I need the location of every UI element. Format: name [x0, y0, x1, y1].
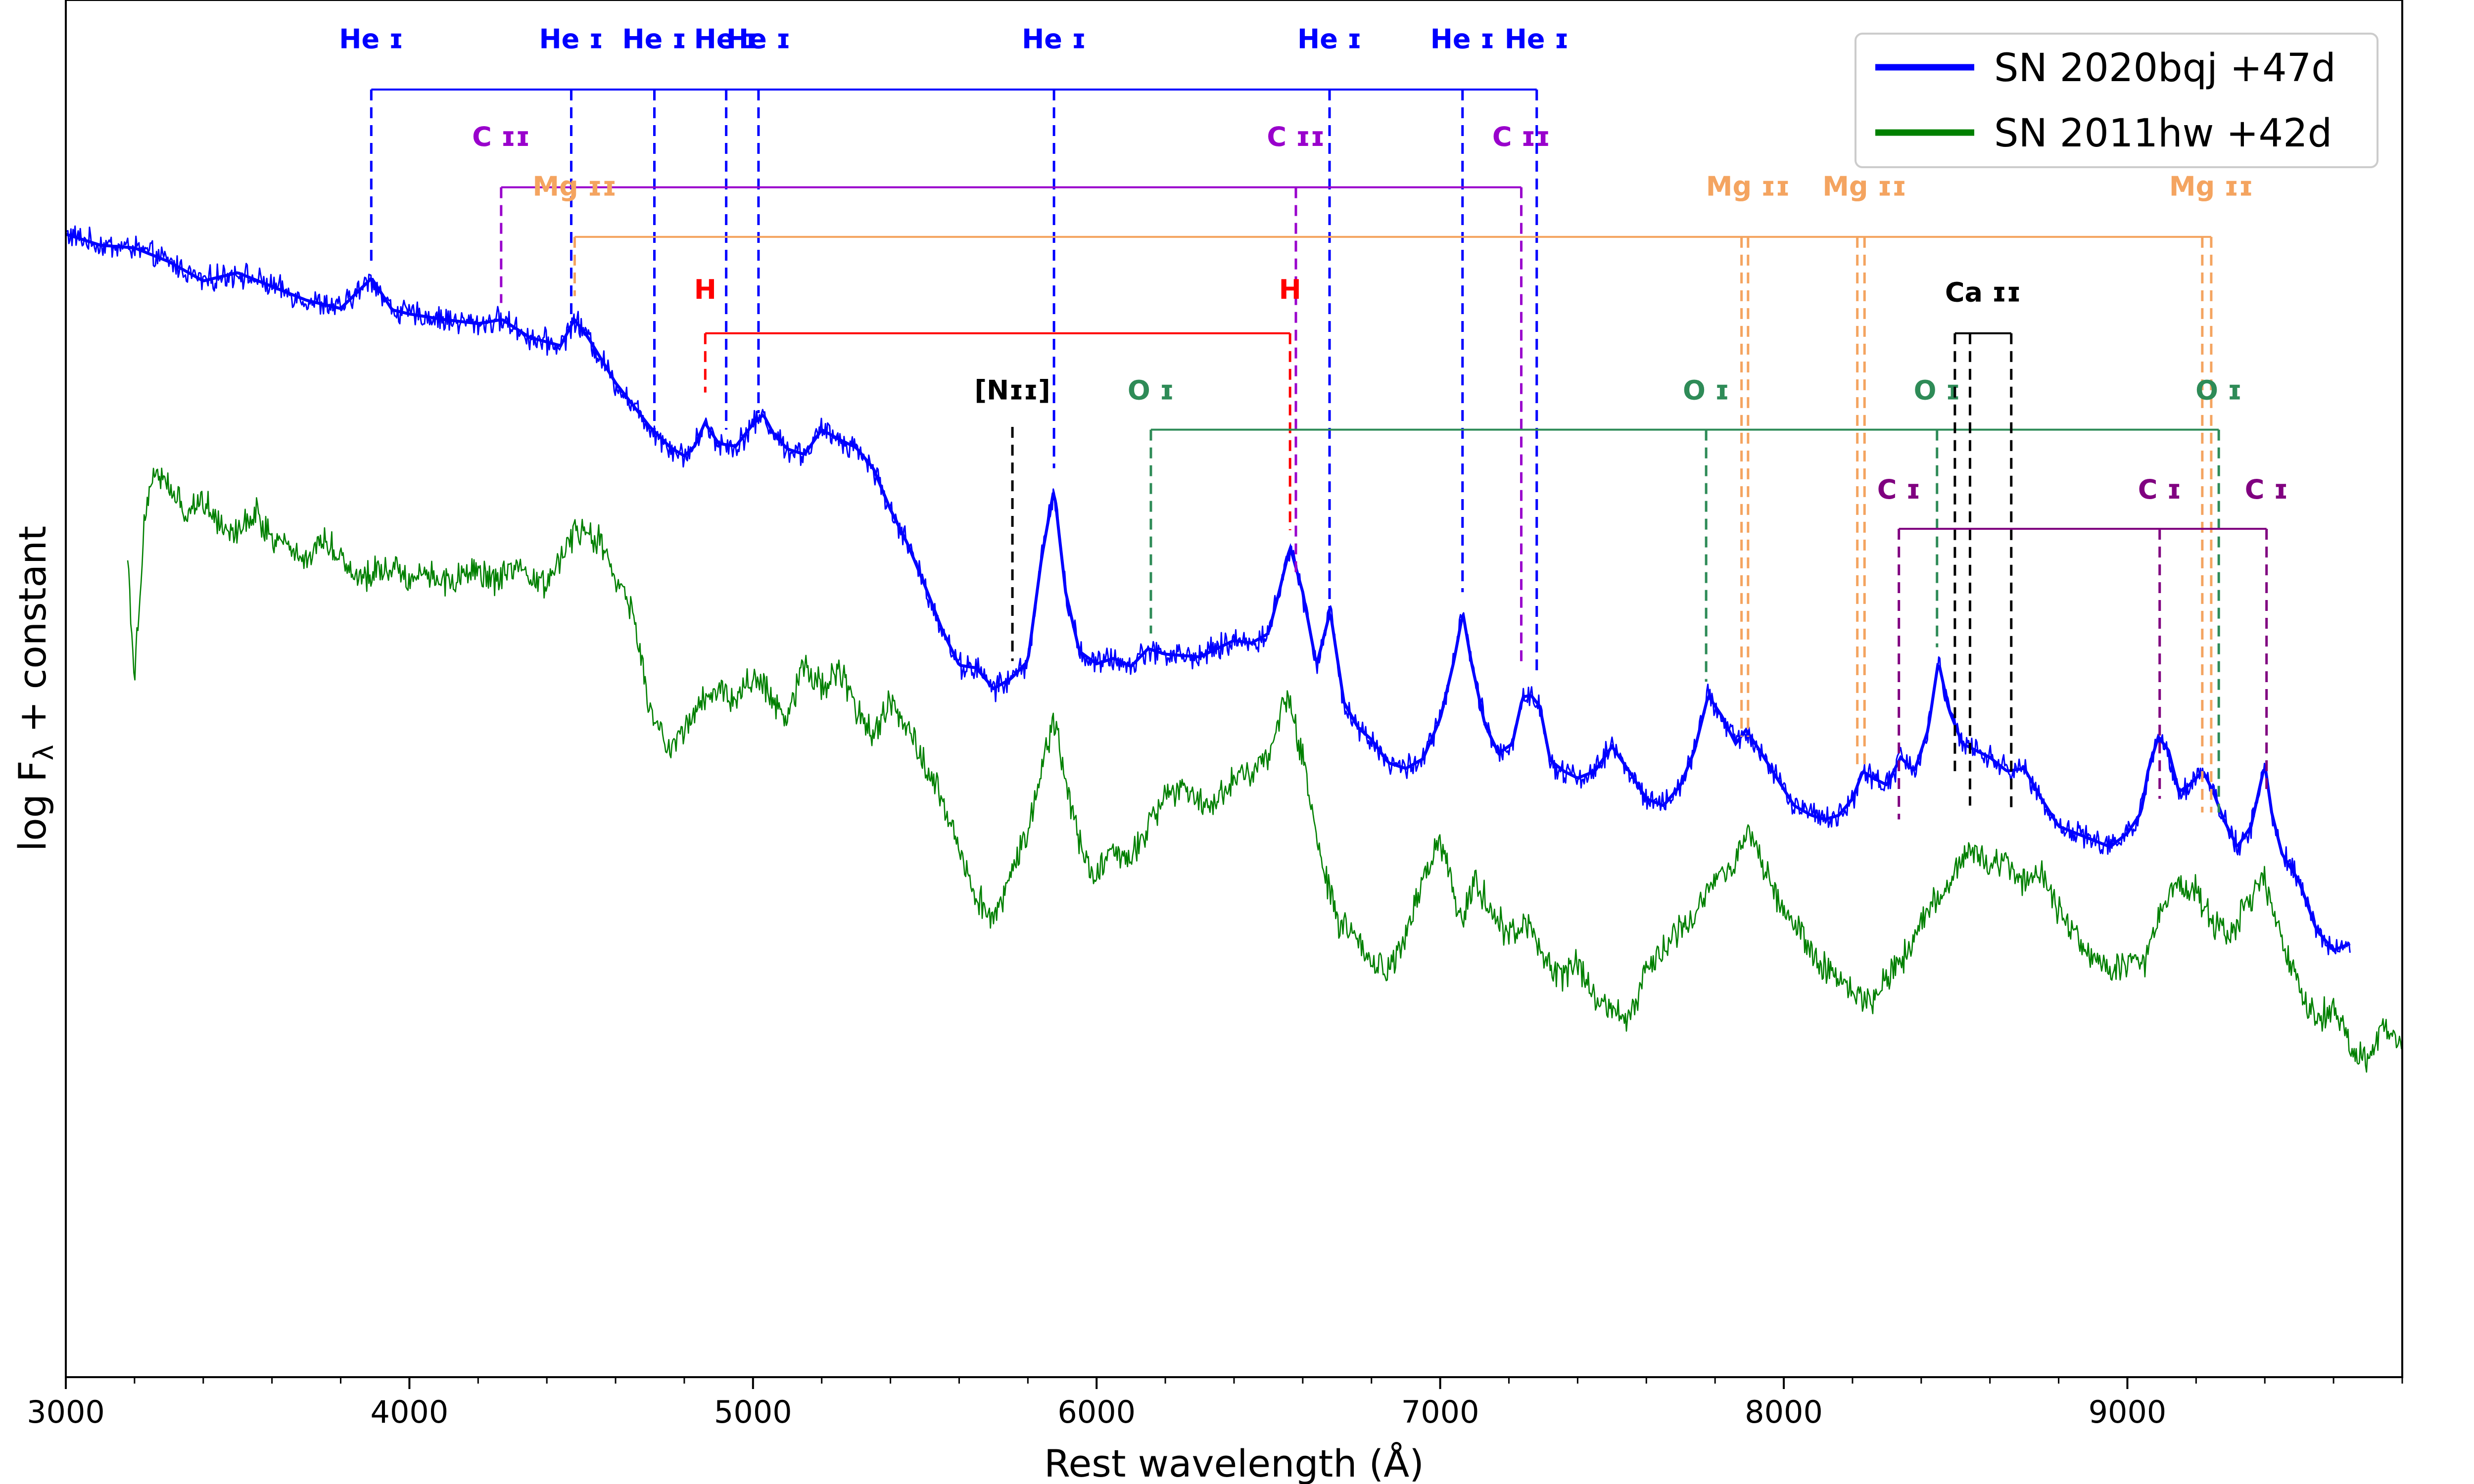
x-tick-label-9000: 9000 — [2089, 1394, 2167, 1430]
y-axis-title: log Fλ + constant — [10, 526, 59, 851]
legend: SN 2020bqj +47d SN 2011hw +42d — [1855, 33, 2379, 168]
line-label-mg-ii-8235: Mg ɪɪ — [1822, 171, 1906, 202]
line-label-he-i-6678: He ɪ — [1297, 23, 1362, 54]
line-label-he-i-4713: He ɪ — [622, 23, 686, 54]
line-group-mg-ii: Mg ɪɪ Mg ɪɪ Mg ɪɪ Mg ɪɪ — [532, 171, 2253, 813]
x-tick-label-5000: 5000 — [714, 1394, 792, 1430]
x-tick-label-4000: 4000 — [371, 1394, 449, 1430]
line-label-he-i-5016: He ɪ — [726, 23, 791, 54]
line-label-o-i-7774: O ɪ — [1683, 374, 1729, 406]
line-label-he-i-5876: He ɪ — [1022, 23, 1086, 54]
line-label-he-i-7065: He ɪ — [1430, 23, 1495, 54]
legend-label-sn2011hw: SN 2011hw +42d — [1994, 111, 2332, 156]
line-label-mg-ii-4481: Mg ɪɪ — [532, 171, 617, 202]
line-label-o-i-9266: O ɪ — [2195, 374, 2242, 406]
line-label-he-i-7281: He ɪ — [1505, 23, 1569, 54]
line-label-ca-ii-8542: Ca ɪɪ — [1945, 277, 2021, 308]
legend-box — [1855, 33, 2379, 168]
line-label-c-ii-4267: C ɪɪ — [472, 121, 530, 152]
line-group-he-i: He ɪ He ɪ He ɪ He ɪHe ɪ He ɪ He ɪ He ɪ He ɪ — [339, 23, 1569, 675]
line-label-mg-ii-7896: Mg ɪɪ — [1706, 171, 1790, 202]
line-label-c-ii-6580: C ɪɪ — [1267, 121, 1325, 152]
line-group-ca-ii: Ca ɪɪ — [1945, 277, 2021, 813]
x-tick-label-8000: 8000 — [1745, 1394, 1823, 1430]
x-tick-label-3000: 3000 — [27, 1394, 105, 1430]
line-label-he-i-4922: He ɪ — [694, 23, 759, 54]
line-group-c-ii: C ɪɪ C ɪɪ C ɪɪ — [472, 121, 1550, 668]
line-label-c-i-8335: C ɪ — [1877, 474, 1921, 505]
y-axis-title-main: log F — [10, 760, 54, 851]
line-label-o-i-8446: O ɪ — [1914, 374, 1960, 406]
x-tick-label-6000: 6000 — [1057, 1394, 1136, 1430]
y-axis-title-subscript: λ — [28, 744, 59, 760]
line-label-c-i-9094: C ɪ — [2138, 474, 2182, 505]
x-axis-ticks: 3000 4000 5000 6000 7000 8000 9000 — [27, 1377, 2403, 1430]
legend-label-sn2020bqj: SN 2020bqj +47d — [1994, 46, 2336, 91]
line-label-he-i-3889: He ɪ — [339, 23, 403, 54]
x-axis-title: Rest wavelength (Å) — [1044, 1441, 1424, 1484]
line-label-h-6563: H — [1279, 274, 1301, 305]
line-label-c-ii-7236: C ɪɪ — [1492, 121, 1550, 152]
line-label-c-i-9405: C ɪ — [2245, 474, 2288, 505]
line-label-h-4861: H — [694, 274, 716, 305]
line-group-n-ii: [Nɪɪ] — [974, 374, 1050, 661]
line-label-he-i-4471: He ɪ — [539, 23, 603, 54]
line-label-o-i-6158: O ɪ — [1128, 374, 1174, 406]
line-label-n-ii-5755: [Nɪɪ] — [974, 374, 1050, 406]
spectrum-line-sn2011hw — [127, 467, 2402, 1073]
x-tick-label-7000: 7000 — [1401, 1394, 1479, 1430]
y-axis-title-suffix: + constant — [10, 526, 54, 744]
line-identifications: He ɪ He ɪ He ɪ He ɪHe ɪ He ɪ He ɪ He ɪ He ɪC ɪɪ… — [339, 23, 2288, 820]
line-label-mg-ii-9244: Mg ɪɪ — [2169, 171, 2253, 202]
